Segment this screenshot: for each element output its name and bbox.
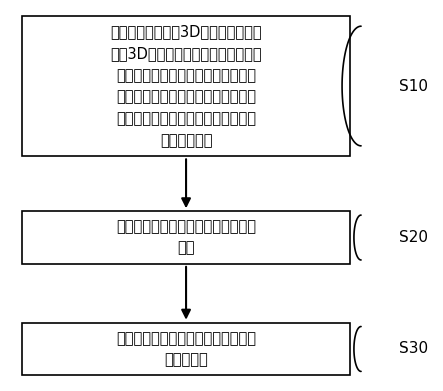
- FancyBboxPatch shape: [22, 211, 350, 264]
- FancyBboxPatch shape: [22, 323, 350, 375]
- Text: 待剥深曲面的凸点对应的高度、梯度: 待剥深曲面的凸点对应的高度、梯度: [116, 90, 256, 104]
- Text: S30: S30: [399, 341, 428, 357]
- Text: S10: S10: [399, 79, 427, 93]
- Text: 所述3D轮廓图确定所述待加工工件的: 所述3D轮廓图确定所述待加工工件的: [110, 46, 262, 61]
- Text: S20: S20: [399, 230, 427, 245]
- Text: 工件信息，其中，所述工件信息包括: 工件信息，其中，所述工件信息包括: [116, 68, 256, 83]
- Text: 行消融处理: 行消融处理: [164, 352, 208, 367]
- Text: 应的目标位置: 应的目标位置: [160, 133, 212, 148]
- Text: 获取待加工工件的3D轮廓图，并根据: 获取待加工工件的3D轮廓图，并根据: [110, 24, 262, 39]
- FancyBboxPatch shape: [22, 16, 350, 156]
- Text: 以及所述凸点在所述待加工器件中对: 以及所述凸点在所述待加工器件中对: [116, 111, 256, 126]
- Text: 功率: 功率: [177, 240, 195, 256]
- Text: 根据所述消融功率对所述目标位置进: 根据所述消融功率对所述目标位置进: [116, 331, 256, 346]
- Text: 根据所述高度以及所述梯度确定消融: 根据所述高度以及所述梯度确定消融: [116, 219, 256, 235]
